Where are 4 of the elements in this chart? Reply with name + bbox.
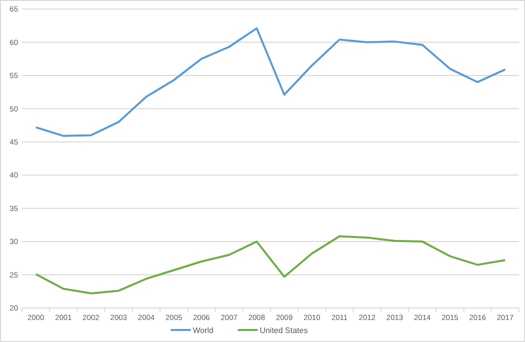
line-series: [34, 235, 506, 294]
legend-label: United States: [260, 326, 308, 335]
line-series: [34, 27, 506, 137]
legend-label: World: [192, 326, 214, 335]
